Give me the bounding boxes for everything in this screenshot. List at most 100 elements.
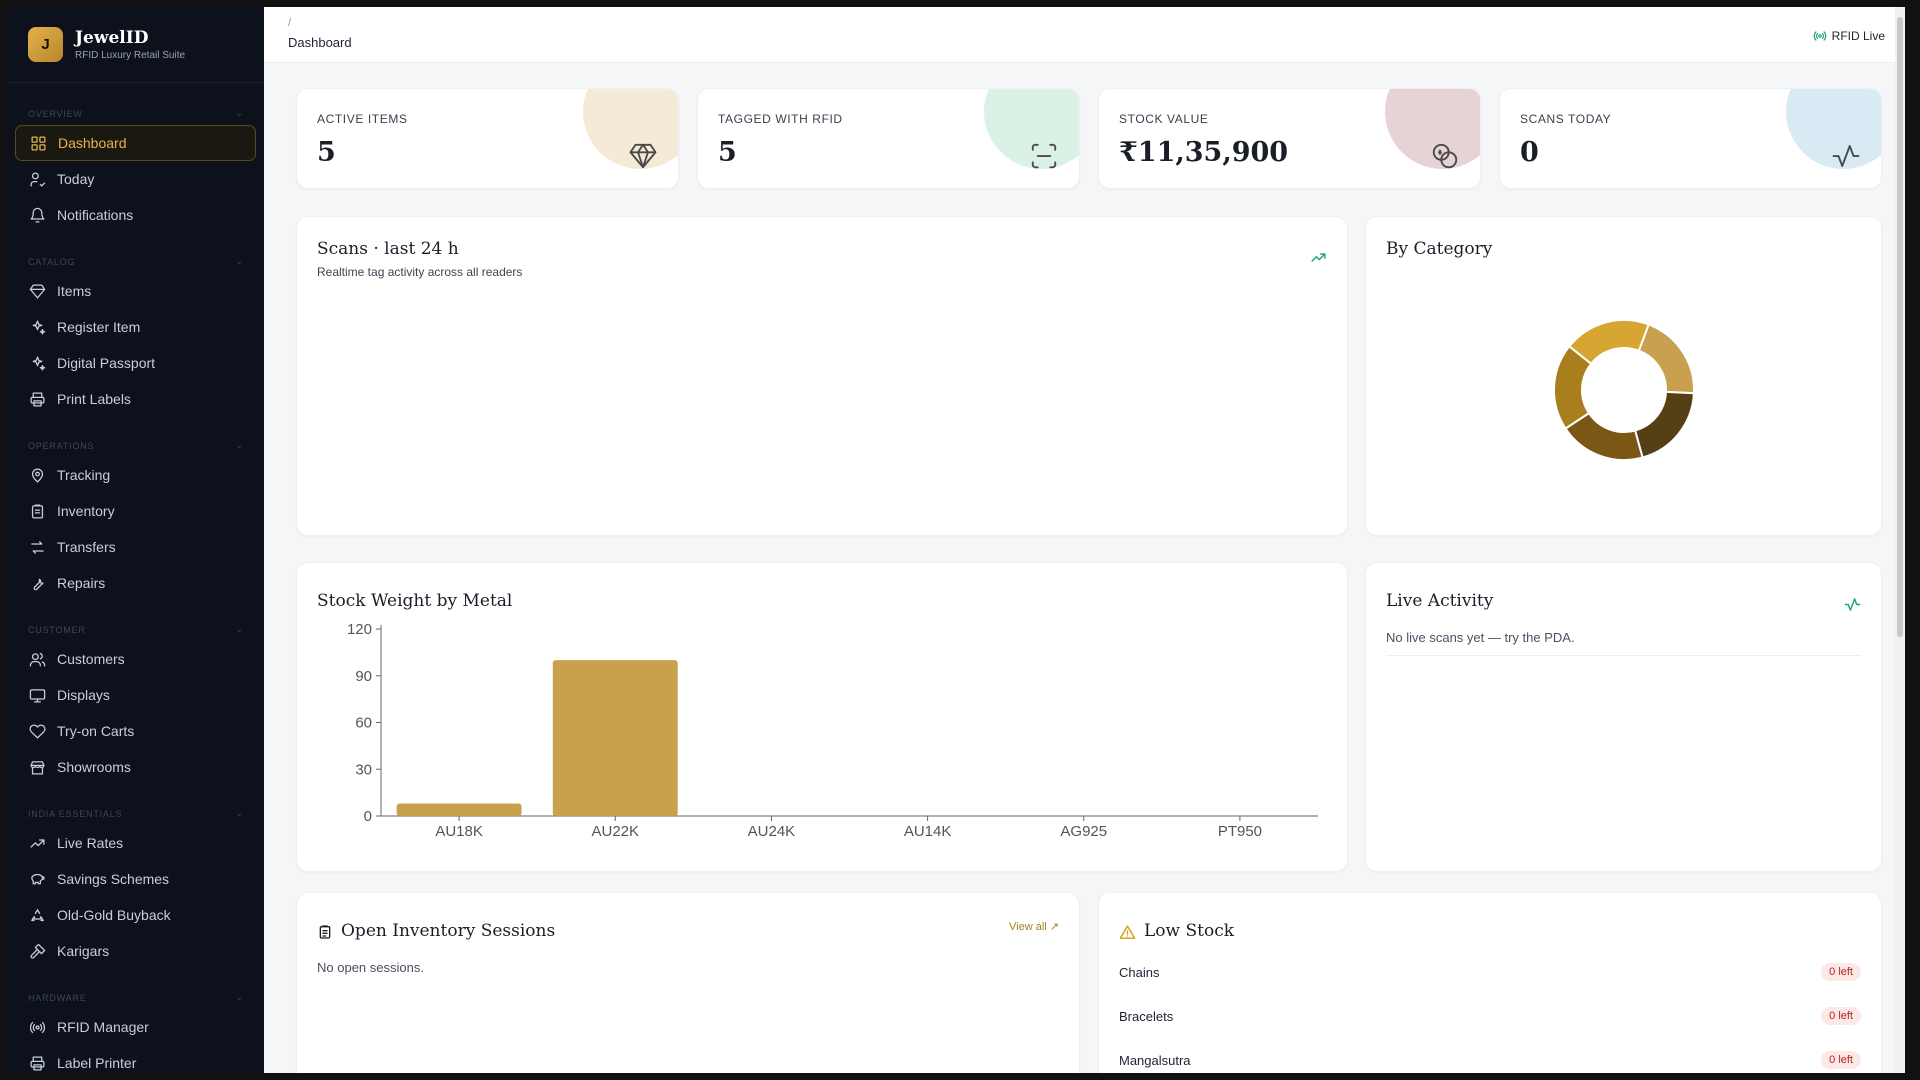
sessions-title: Open Inventory Sessions	[341, 921, 556, 941]
store-icon	[28, 758, 46, 776]
live-title: Live Activity	[1386, 591, 1494, 611]
sidebar-item-label: RFID Manager	[57, 1019, 149, 1035]
sidebar-item-register-item[interactable]: Register Item	[15, 309, 256, 345]
metal-card: Stock Weight by Metal 0 30 60 90 120 AU18K AU2…	[296, 562, 1348, 872]
sidebar-item-label: Register Item	[57, 319, 141, 335]
sidebar-item-repairs[interactable]: Repairs	[15, 565, 256, 601]
sidebar-item-label: Print Labels	[57, 391, 131, 407]
sidebar-section-title[interactable]: OPERATIONS ⌄	[7, 423, 264, 451]
stat-card-scans-today[interactable]: SCANS TODAY 0	[1499, 88, 1882, 189]
sidebar-item-print-labels[interactable]: Print Labels	[15, 381, 256, 417]
sidebar-item-today[interactable]: Today	[15, 161, 256, 197]
stat-value: ₹11,35,900	[1119, 137, 1289, 168]
sidebar: J JewelID RFID Luxury Retail Suite OVERV…	[7, 7, 264, 1073]
printer-icon	[28, 1054, 46, 1072]
arrows-icon	[28, 538, 46, 556]
sidebar-item-label-printer[interactable]: Label Printer	[15, 1045, 256, 1073]
sidebar-section-title[interactable]: CUSTOMER ⌄	[7, 607, 264, 635]
sparkles-icon	[28, 354, 46, 372]
sidebar-item-label: Items	[57, 283, 92, 299]
sidebar-item-karigars[interactable]: Karigars	[15, 933, 256, 969]
sidebar-section-label: OVERVIEW	[28, 109, 83, 119]
sidebar-item-live-rates[interactable]: Live Rates	[15, 825, 256, 861]
monitor-icon	[28, 686, 46, 704]
sidebar-item-notifications[interactable]: Notifications	[15, 197, 256, 233]
stat-value: 5	[718, 137, 737, 168]
sidebar-section-title[interactable]: CATALOG ⌄	[7, 239, 264, 267]
breadcrumb[interactable]: Dashboard	[288, 35, 352, 50]
warning-icon	[1119, 925, 1136, 939]
map-pin-icon	[28, 466, 46, 484]
divider	[1386, 655, 1861, 656]
sidebar-item-customers[interactable]: Customers	[15, 641, 256, 677]
x-tick-label: AU22K	[591, 823, 639, 840]
sidebar-item-old-gold-buyback[interactable]: Old-Gold Buyback	[15, 897, 256, 933]
recycle-icon	[28, 906, 46, 924]
sidebar-item-label: Tracking	[57, 467, 111, 483]
sidebar-item-try-on-carts[interactable]: Try-on Carts	[15, 713, 256, 749]
metal-bar-chart: 0 30 60 90 120 AU18K AU22K AU24K AU14K AG925 PT950	[347, 621, 1318, 840]
sidebar-section-overview: OVERVIEW ⌄ Dashboard Today Notifications	[7, 91, 264, 233]
view-all-link[interactable]: View all ↗	[1009, 921, 1059, 933]
category-donut-chart	[1553, 319, 1695, 461]
sidebar-section-label: HARDWARE	[28, 993, 87, 1003]
scrollbar[interactable]	[1895, 7, 1905, 1073]
donut-slice[interactable]	[1633, 390, 1695, 459]
x-tick-label: PT950	[1218, 823, 1262, 840]
sidebar-item-digital-passport[interactable]: Digital Passport	[15, 345, 256, 381]
sidebar-section-title[interactable]: OVERVIEW ⌄	[7, 91, 264, 119]
sidebar-item-label: Notifications	[57, 207, 134, 223]
sidebar-item-tracking[interactable]: Tracking	[15, 457, 256, 493]
metal-title: Stock Weight by Metal	[317, 591, 513, 611]
trend-up-icon	[28, 834, 46, 852]
donut-slice[interactable]	[1637, 323, 1695, 395]
low-stock-name: Chains	[1119, 964, 1160, 980]
person-check-icon	[28, 170, 46, 188]
bar[interactable]	[396, 803, 522, 816]
sidebar-section-label: CUSTOMER	[28, 625, 86, 635]
sidebar-item-label: Label Printer	[57, 1055, 137, 1071]
sidebar-item-label: Today	[57, 171, 95, 187]
rfid-live-status[interactable]: RFID Live	[1813, 29, 1885, 43]
y-tick-label: 30	[355, 761, 372, 778]
sidebar-item-showrooms[interactable]: Showrooms	[15, 749, 256, 785]
stat-card-active-items[interactable]: ACTIVE ITEMS 5	[296, 88, 679, 189]
sidebar-item-label: Karigars	[57, 943, 110, 959]
sidebar-item-transfers[interactable]: Transfers	[15, 529, 256, 565]
sparkles-icon	[28, 318, 46, 336]
activity-icon	[1832, 145, 1860, 167]
sidebar-item-displays[interactable]: Displays	[15, 677, 256, 713]
sidebar-item-savings-schemes[interactable]: Savings Schemes	[15, 861, 256, 897]
trend-up-icon	[1311, 253, 1326, 262]
donut-slice[interactable]	[1567, 319, 1650, 366]
stat-label: SCANS TODAY	[1520, 112, 1612, 126]
low-stock-row[interactable]: Mangalsutra 0 left	[1119, 1050, 1861, 1070]
bar[interactable]	[552, 660, 678, 816]
sidebar-item-rfid-manager[interactable]: RFID Manager	[15, 1009, 256, 1045]
scrollbar-thumb[interactable]	[1897, 17, 1903, 637]
sidebar-item-label: Customers	[57, 651, 125, 667]
y-tick-label: 0	[364, 808, 372, 825]
category-card: By Category	[1365, 216, 1882, 536]
gem-icon	[28, 282, 46, 300]
stat-value: 0	[1520, 137, 1539, 168]
low-stock-row[interactable]: Bracelets 0 left	[1119, 1006, 1861, 1026]
sidebar-item-inventory[interactable]: Inventory	[15, 493, 256, 529]
stat-value: 5	[317, 137, 336, 168]
sidebar-item-dashboard[interactable]: Dashboard	[15, 125, 256, 161]
sidebar-item-label: Old-Gold Buyback	[57, 907, 171, 923]
y-tick-label: 120	[347, 621, 372, 638]
stat-card-stock-value[interactable]: STOCK VALUE ₹11,35,900	[1098, 88, 1481, 189]
brand-subtitle: RFID Luxury Retail Suite	[75, 50, 186, 61]
sidebar-item-items[interactable]: Items	[15, 273, 256, 309]
low-stock-badge: 0 left	[1821, 1007, 1861, 1025]
sidebar-nav: OVERVIEW ⌄ Dashboard Today Notifications CATA…	[7, 91, 264, 1073]
stat-label: STOCK VALUE	[1119, 112, 1209, 126]
activity-icon	[1844, 598, 1861, 611]
stat-card-tagged-rfid[interactable]: TAGGED WITH RFID 5	[697, 88, 1080, 189]
low-stock-badge: 0 left	[1821, 963, 1861, 981]
scans-subtitle: Realtime tag activity across all readers	[317, 265, 523, 279]
low-stock-row[interactable]: Chains 0 left	[1119, 962, 1861, 982]
sidebar-section-title[interactable]: INDIA ESSENTIALS ⌄	[7, 791, 264, 819]
sidebar-section-title[interactable]: HARDWARE ⌄	[7, 975, 264, 1003]
